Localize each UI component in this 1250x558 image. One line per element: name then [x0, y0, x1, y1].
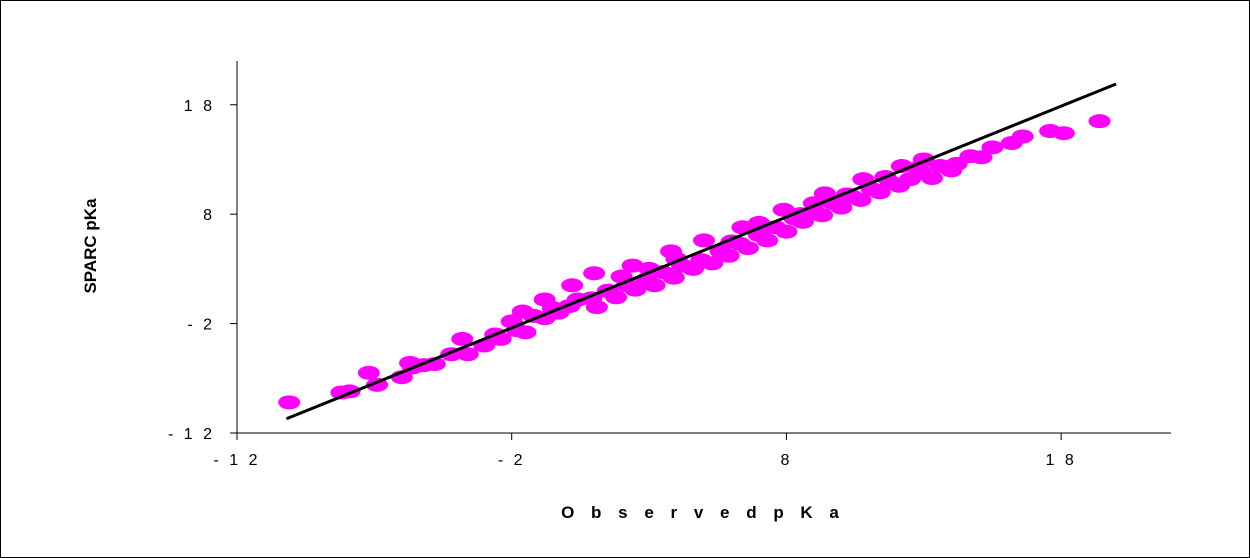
y-tick-label: 1 8: [184, 98, 215, 115]
x-axis-title: O b s e r v e d p K a: [561, 503, 845, 522]
trend-line: [285, 82, 1117, 421]
y-tick-label: - 2: [187, 317, 215, 334]
data-point: [583, 266, 606, 281]
data-point: [736, 241, 759, 256]
data-point: [451, 331, 474, 346]
data-point: [605, 290, 628, 305]
x-tick-label: 8: [780, 452, 792, 469]
data-point: [731, 220, 754, 235]
data-point: [643, 278, 666, 293]
data-point: [830, 200, 853, 215]
data-point: [357, 365, 380, 380]
data-point: [970, 150, 993, 165]
data-point: [921, 171, 944, 186]
data-point: [717, 248, 740, 263]
data-point: [775, 224, 798, 239]
data-point: [278, 395, 301, 410]
data-point: [662, 270, 685, 285]
x-tick-label: 1 8: [1045, 452, 1076, 469]
data-point: [624, 282, 647, 297]
trend-line-group: [285, 82, 1117, 421]
data-point: [981, 140, 1004, 155]
data-point: [514, 325, 537, 340]
data-point: [813, 186, 836, 201]
data-point: [868, 185, 891, 200]
data-point: [547, 305, 570, 320]
y-axis-title: SPARC pKa: [81, 198, 100, 294]
y-tick-label: - 1 2: [168, 426, 215, 443]
data-points: [278, 114, 1111, 410]
tick-labels: - 1 2 - 2 8 1 8 - 1 2 - 2 8 1 8: [168, 98, 1076, 469]
data-point: [561, 278, 584, 293]
data-point: [585, 300, 608, 315]
x-tick-label: - 1 2: [213, 452, 260, 469]
data-point: [701, 256, 724, 271]
data-point: [511, 304, 534, 319]
data-point: [533, 292, 556, 307]
axes: [230, 61, 1171, 440]
data-point: [1088, 114, 1111, 129]
data-point: [456, 347, 479, 362]
data-point: [1052, 126, 1075, 141]
data-point: [756, 233, 779, 248]
data-point: [811, 208, 834, 223]
data-point: [638, 261, 661, 276]
data-point: [1011, 129, 1034, 144]
x-tick-label: - 2: [498, 452, 526, 469]
data-point: [693, 233, 715, 248]
data-point: [772, 202, 795, 217]
y-tick-label: 8: [203, 207, 215, 224]
